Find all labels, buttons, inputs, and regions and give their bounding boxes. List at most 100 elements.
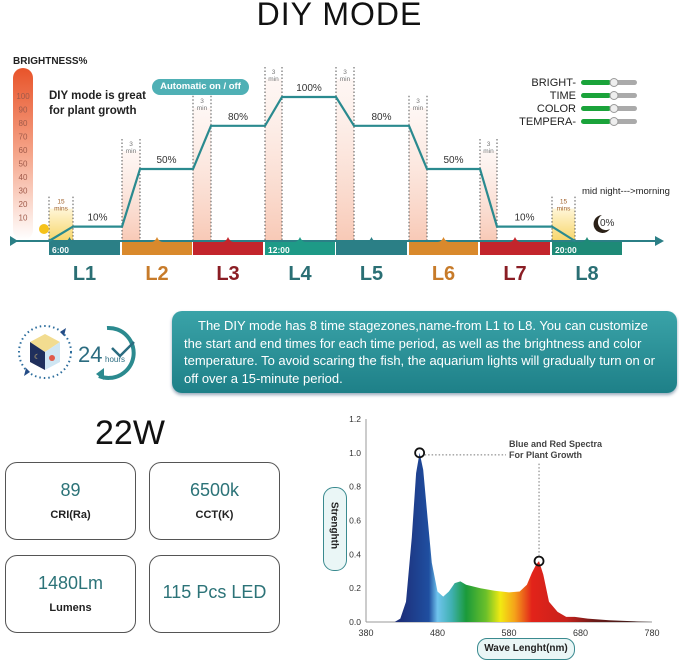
segment-marker <box>151 237 163 242</box>
spec-card-led-count: 115 Pcs LED <box>149 555 280 633</box>
peak-marker <box>533 555 545 567</box>
ramp-unit: min <box>197 105 208 112</box>
page-title: DIY MODE <box>256 0 423 32</box>
spec-label: Lumens <box>49 602 92 614</box>
level-segment-l3 <box>193 242 263 255</box>
segment-marker <box>63 237 76 242</box>
level-label: L8 <box>575 263 598 285</box>
slider-thumb-icon <box>609 91 619 100</box>
diy-note-line: DIY mode is great <box>49 90 146 102</box>
ramp-unit: mins <box>54 206 68 213</box>
level-percent: 80% <box>371 112 391 123</box>
slider-fill <box>581 106 611 111</box>
ramp-duration: 3 <box>487 141 491 148</box>
legend-label: TEMPERA- <box>519 116 576 128</box>
level-percent: 10% <box>514 213 534 224</box>
level-percent: 100% <box>296 83 322 94</box>
y-tick-label: 0.8 <box>349 482 361 492</box>
ramp-unit: min <box>483 148 494 155</box>
spec-card-lumens: 1480Lm Lumens <box>5 555 136 633</box>
level-segment-l2 <box>122 242 192 255</box>
level-percent: 50% <box>156 155 176 166</box>
y-axis-label: Strenghth <box>328 501 340 550</box>
moon-icon <box>593 215 610 233</box>
slider-fill <box>581 119 611 124</box>
x-tick-label: 580 <box>501 628 516 638</box>
ramp-zone <box>409 107 427 241</box>
brightness-bar <box>13 68 33 240</box>
ramp-duration: 15 <box>57 199 65 206</box>
ramp-duration: 3 <box>200 98 204 105</box>
ramp-zone <box>552 208 575 241</box>
ramp-duration: 3 <box>416 98 420 105</box>
brightness-tick: 10 <box>19 214 28 223</box>
level-label: L7 <box>503 263 526 285</box>
axis-arrow-icon <box>655 236 664 246</box>
segment-marker <box>509 237 521 242</box>
level-label: L5 <box>360 263 383 285</box>
y-tick-label: 0.0 <box>349 617 361 627</box>
ramp-duration: 3 <box>272 69 276 76</box>
ramp-duration: 3 <box>129 141 133 148</box>
description-text: The DIY mode has 8 time stagezones,name-… <box>184 318 655 386</box>
ramp-unit: mins <box>557 206 571 213</box>
segment-marker <box>365 237 378 242</box>
level-segment-l7 <box>480 242 550 255</box>
y-tick-label: 0.4 <box>349 549 361 559</box>
ramp-unit: min <box>413 105 424 112</box>
slider-thumb-icon <box>609 104 619 113</box>
slider-fill <box>581 93 611 98</box>
ramp-unit: min <box>126 148 137 155</box>
spec-card-cct: 6500k CCT(K) <box>149 462 280 540</box>
hours-unit: hours <box>105 355 125 364</box>
level-label: L2 <box>145 263 168 285</box>
ramp-unit: min <box>268 76 279 83</box>
time-label: 20:00 <box>555 245 577 255</box>
y-tick-label: 1.0 <box>349 448 361 458</box>
description-box: The DIY mode has 8 time stagezones,name-… <box>172 311 677 393</box>
spectrum-area <box>366 452 652 622</box>
level-segment-l8 <box>552 242 622 255</box>
brightness-tick: 60 <box>19 146 28 155</box>
x-tick-label: 680 <box>573 628 588 638</box>
hours-number: 24 <box>78 342 102 367</box>
y-tick-label: 1.2 <box>349 414 361 424</box>
time-label: 12:00 <box>268 245 290 255</box>
slider-thumb-icon <box>609 78 619 87</box>
diy-note-line: for plant growth <box>49 105 137 117</box>
segment-marker <box>222 237 234 242</box>
automatic-on-off-badge: Automatic on / off <box>152 79 249 95</box>
sun-icon <box>39 224 49 234</box>
y-tick-label: 0.2 <box>349 583 361 593</box>
spec-label: CCT(K) <box>195 509 234 521</box>
ramp-zone <box>49 208 73 241</box>
spec-card-cri: 89 CRI(Ra) <box>5 462 136 540</box>
x-tick-label: 780 <box>644 628 659 638</box>
brightness-tick: 30 <box>19 187 28 196</box>
y-tick-label: 0.6 <box>349 516 361 526</box>
slider-thumb-icon <box>609 117 619 126</box>
peak-marker <box>414 447 426 459</box>
level-percent: 10% <box>87 213 107 224</box>
level-percent: 50% <box>443 155 463 166</box>
axis-start-marker <box>10 236 18 246</box>
slider-fill <box>581 80 611 85</box>
brightness-scale-title: BRIGHTNESS% <box>13 56 88 67</box>
day-night-cycle-icon: ☾ 24 hours <box>18 325 136 380</box>
brightness-tick: 70 <box>19 133 28 142</box>
annotation-line: Blue and Red Spectra <box>509 439 603 449</box>
legend-label: COLOR <box>537 103 576 115</box>
brightness-tick: 50 <box>19 160 28 169</box>
ramp-unit: min <box>340 76 351 83</box>
x-tick-label: 480 <box>430 628 445 638</box>
x-axis-label: Wave Lenght(nm) <box>477 638 575 660</box>
ramp-zone <box>193 107 211 241</box>
segment-marker <box>437 237 450 242</box>
y-axis-label-pill <box>323 487 347 571</box>
level-percent: 80% <box>228 112 248 123</box>
ramp-duration: 3 <box>343 69 347 76</box>
level-segment-l4 <box>265 242 335 255</box>
spec-value: 115 Pcs LED <box>162 582 267 602</box>
spec-label: CRI(Ra) <box>50 509 91 521</box>
